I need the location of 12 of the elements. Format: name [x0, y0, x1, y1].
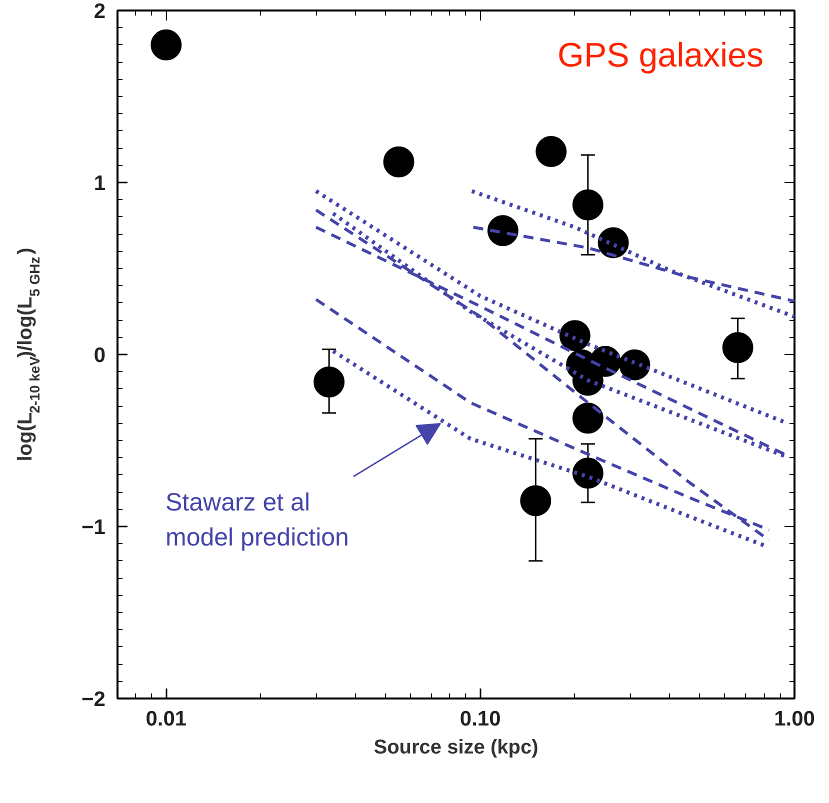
x-axis-title: Source size (kpc) [374, 736, 538, 758]
y-tick-label: −2 [82, 688, 106, 711]
y-tick-label: 2 [94, 0, 106, 23]
annotation: Stawarz et al model prediction [166, 488, 349, 552]
annotation: GPS galaxies [558, 36, 764, 74]
y-tick-label: 0 [94, 344, 106, 367]
x-tick-label: 1.00 [774, 708, 815, 730]
y-tick-label: 1 [94, 172, 106, 195]
y-axis-title: log(L2-10 keV)/log(L5 GHz) [14, 248, 42, 462]
x-tick-label: 0.01 [146, 708, 187, 730]
y-tick-label: −1 [82, 516, 106, 539]
x-tick-label: 0.10 [460, 708, 501, 730]
